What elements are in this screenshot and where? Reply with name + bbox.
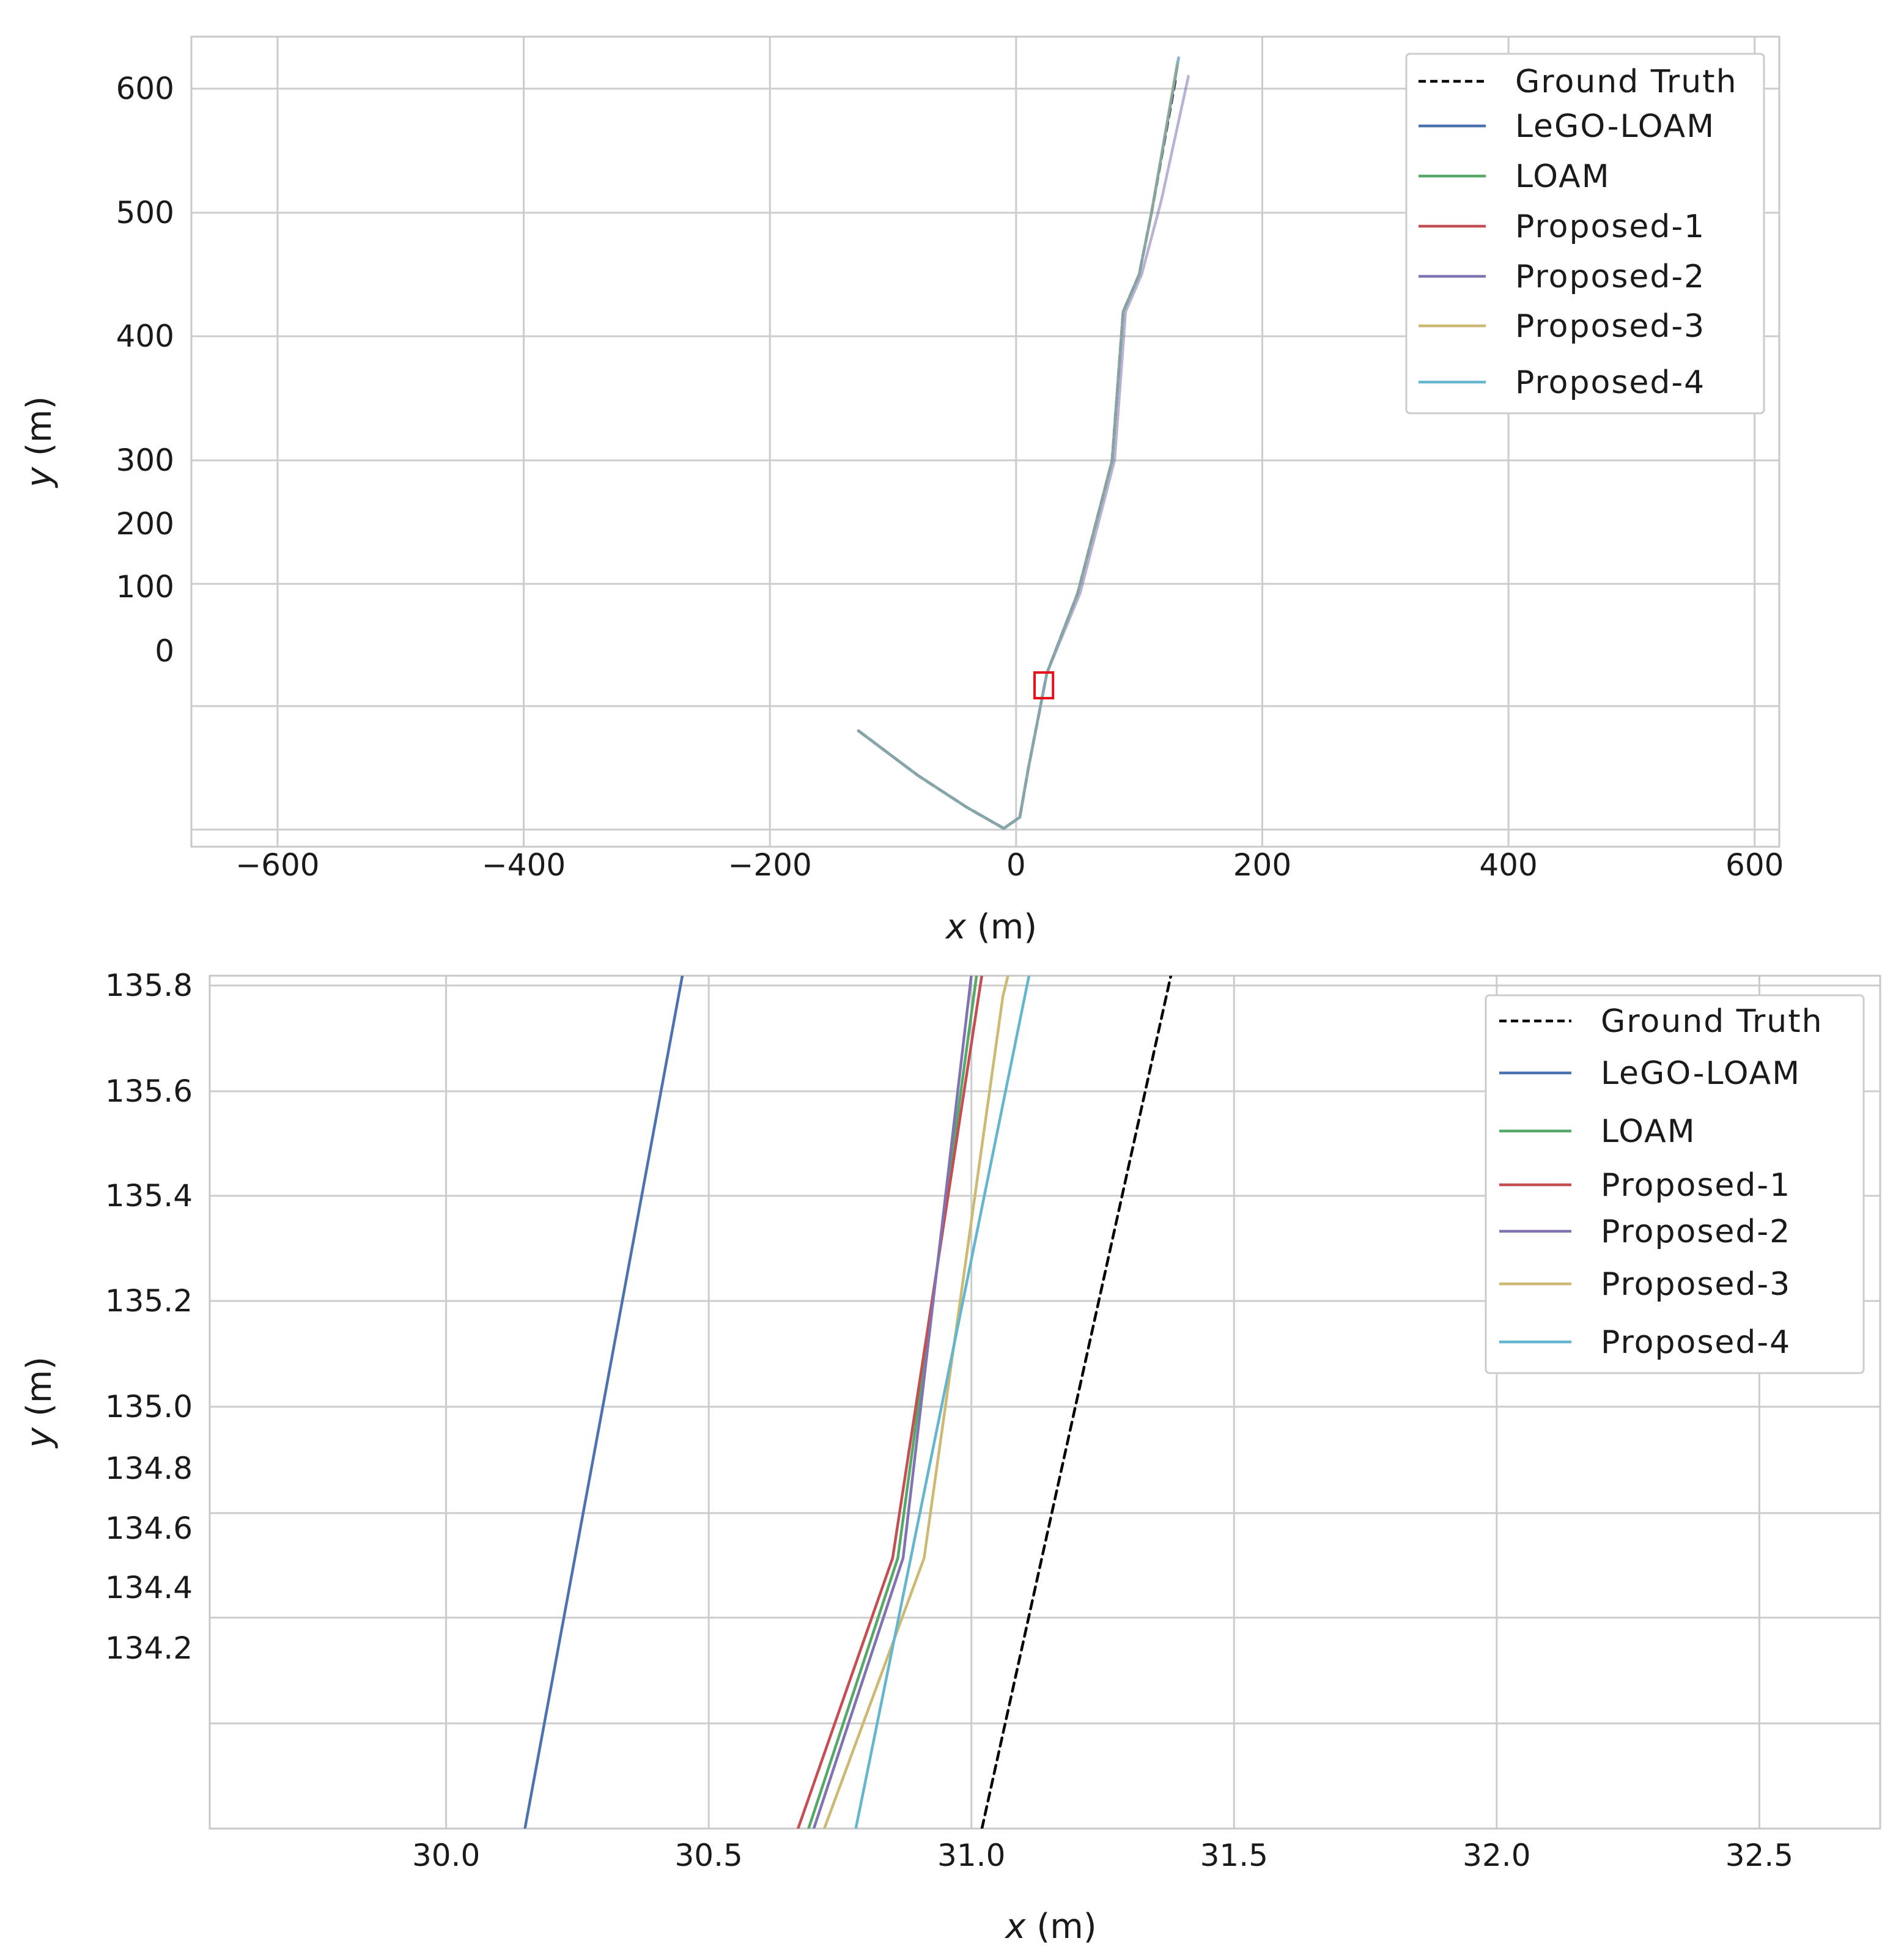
y-tick-label: 134.6 xyxy=(105,1511,193,1546)
legend-box xyxy=(1405,53,1765,414)
y-tick-label: 135.2 xyxy=(105,1283,193,1319)
legend-label: Proposed-1 xyxy=(1515,208,1705,245)
y-tick-label: 135.0 xyxy=(105,1389,193,1424)
x-tick-label: −200 xyxy=(728,847,812,883)
series-line-loam xyxy=(857,62,1179,830)
y-tick-label: 135.8 xyxy=(105,968,193,1003)
legend-label: Proposed-3 xyxy=(1601,1266,1791,1303)
x-tick-label: −600 xyxy=(235,847,319,883)
series-group xyxy=(523,976,1173,1829)
x-tick-label: 200 xyxy=(1233,847,1291,883)
series-line-ground-truth xyxy=(857,75,1178,830)
y-tick-label: 400 xyxy=(116,319,174,354)
x-tick-label: 0 xyxy=(1006,847,1026,883)
series-line-ground-truth xyxy=(980,976,1173,1829)
legend-label: Proposed-4 xyxy=(1515,364,1705,401)
series-line-proposed-1 xyxy=(857,65,1179,830)
x-axis-label: x (m) xyxy=(1004,1907,1096,1947)
x-tick-label: 30.5 xyxy=(674,1838,742,1873)
y-axis-label: y (m) xyxy=(20,1357,59,1449)
y-tick-label: 600 xyxy=(116,71,174,106)
x-tick-label: 32.5 xyxy=(1725,1838,1793,1873)
y-tick-label: 200 xyxy=(116,506,174,542)
y-tick-label: 100 xyxy=(116,569,174,605)
y-tick-label: 134.8 xyxy=(105,1451,193,1486)
x-tick-label: −400 xyxy=(482,847,566,883)
x-tick-label: 30.0 xyxy=(412,1838,480,1873)
x-tick-label: 31.0 xyxy=(937,1838,1005,1873)
legend-label: LeGO-LOAM xyxy=(1515,108,1715,145)
legend-label: Proposed-3 xyxy=(1515,308,1705,345)
legend-label: Ground Truth xyxy=(1601,1003,1823,1040)
series-line-lego-loam xyxy=(857,56,1180,830)
y-tick-label: 134.4 xyxy=(105,1570,193,1605)
legend-label: LOAM xyxy=(1601,1113,1696,1150)
legend-label: Proposed-2 xyxy=(1515,259,1705,295)
legend-label: Proposed-4 xyxy=(1601,1324,1791,1361)
plot-frame xyxy=(208,974,1881,1830)
legend-label: Proposed-2 xyxy=(1601,1214,1791,1250)
x-axis-label: x (m) xyxy=(945,907,1037,947)
legend: Ground Truth LeGO-LOAM LOAM Proposed-1 Propo… xyxy=(1405,53,1765,414)
series-line-proposed-1 xyxy=(796,976,983,1829)
series-line-proposed-2 xyxy=(857,75,1190,830)
y-tick-label: 500 xyxy=(116,195,174,230)
x-tick-label: 400 xyxy=(1479,847,1537,883)
plot-frame xyxy=(190,35,1780,848)
x-tick-label: 32.0 xyxy=(1463,1838,1530,1873)
series-line-proposed-4 xyxy=(857,57,1180,830)
y-tick-label: 134.2 xyxy=(105,1630,193,1666)
legend-label: Ground Truth xyxy=(1515,64,1738,100)
zoom-region-box xyxy=(1033,671,1055,699)
legend: Ground Truth LeGO-LOAM LOAM Proposed-1 Propo… xyxy=(1485,994,1865,1374)
legend-box xyxy=(1485,994,1865,1374)
x-tick-label: 600 xyxy=(1725,847,1784,883)
y-tick-label: 0 xyxy=(155,633,174,669)
trajectory-overview-chart: −600 −400 −200 0 200 400 600 600 500 400 300 200 100… xyxy=(20,35,1784,947)
legend-label: LeGO-LOAM xyxy=(1601,1055,1801,1092)
series-group xyxy=(857,56,1190,830)
y-tick-label: 300 xyxy=(116,443,174,478)
series-line-proposed-2 xyxy=(812,976,973,1829)
series-line-proposed-3 xyxy=(822,976,1009,1829)
legend-label: LOAM xyxy=(1515,158,1611,195)
series-line-proposed-3 xyxy=(857,60,1179,830)
legend-label: Proposed-1 xyxy=(1601,1167,1791,1204)
y-tick-label: 135.4 xyxy=(105,1178,193,1214)
series-line-loam xyxy=(807,976,978,1829)
y-tick-label: 135.6 xyxy=(105,1074,193,1109)
trajectory-zoom-chart: 30.0 30.5 31.0 31.5 32.0 32.5 135.8 135.6 135.4 1… xyxy=(20,968,1881,1947)
y-axis-label: y (m) xyxy=(20,396,59,488)
series-line-lego-loam xyxy=(523,976,684,1829)
series-line-proposed-4 xyxy=(854,976,1031,1829)
x-tick-label: 31.5 xyxy=(1200,1838,1268,1873)
